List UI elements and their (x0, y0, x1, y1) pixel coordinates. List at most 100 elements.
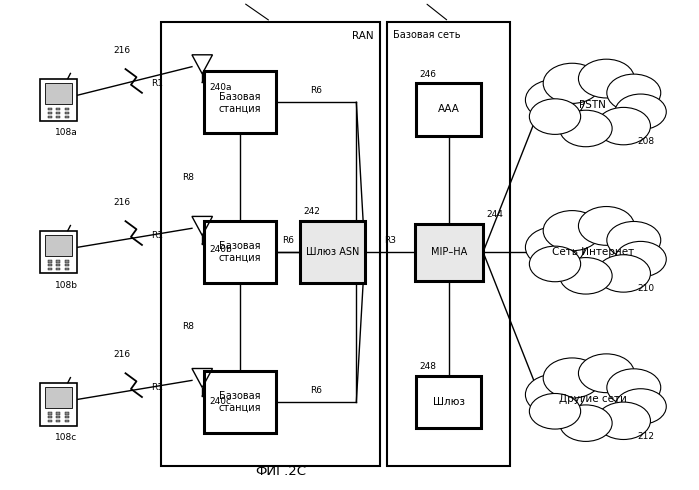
Bar (65, 420, 69, 422)
Text: 240c: 240c (209, 397, 231, 406)
Text: Шлюз ASN: Шлюз ASN (305, 247, 359, 257)
Text: AAA: AAA (438, 104, 460, 115)
Text: ФИГ.2С: ФИГ.2С (256, 465, 306, 478)
Text: 212: 212 (637, 432, 654, 441)
Circle shape (555, 226, 630, 278)
Circle shape (526, 79, 584, 121)
Text: 248: 248 (419, 362, 437, 371)
Circle shape (579, 59, 634, 98)
Circle shape (529, 99, 581, 134)
Circle shape (559, 110, 612, 147)
Text: 108c: 108c (55, 433, 77, 441)
Text: 240b: 240b (209, 245, 232, 254)
Bar (57, 420, 60, 422)
Text: R1: R1 (151, 231, 163, 240)
Bar (48, 413, 52, 415)
Circle shape (579, 206, 634, 245)
Text: R6: R6 (310, 86, 322, 95)
Text: Базовая
станция: Базовая станция (219, 241, 261, 263)
Text: 108a: 108a (55, 128, 78, 138)
Bar (40, 78, 77, 122)
Circle shape (615, 389, 666, 424)
Text: R1: R1 (151, 79, 163, 88)
Text: 242: 242 (303, 207, 320, 217)
Bar (65, 264, 69, 266)
Bar (45, 83, 71, 104)
Circle shape (529, 393, 581, 429)
Circle shape (555, 373, 630, 426)
Text: Базовая сеть: Базовая сеть (393, 30, 460, 40)
Bar (57, 416, 60, 418)
Text: RAN: RAN (352, 31, 373, 41)
Bar (48, 268, 52, 270)
Circle shape (579, 354, 634, 392)
Circle shape (615, 94, 666, 130)
Text: R6: R6 (282, 236, 294, 245)
Bar (45, 387, 71, 409)
Text: 216: 216 (113, 198, 130, 207)
Bar (65, 416, 69, 418)
Circle shape (529, 246, 581, 282)
Text: R1: R1 (151, 383, 163, 392)
Circle shape (543, 211, 601, 251)
Bar (204, 371, 276, 433)
Bar (57, 413, 60, 415)
Bar (57, 268, 60, 270)
Text: 246: 246 (419, 70, 437, 78)
Circle shape (596, 255, 651, 292)
Text: R6: R6 (310, 386, 322, 394)
Text: MIP–HA: MIP–HA (431, 247, 467, 257)
Bar (48, 260, 52, 263)
Text: 208: 208 (637, 137, 654, 146)
Bar (45, 235, 71, 256)
Bar (48, 108, 52, 110)
Text: Другие сети: Другие сети (559, 394, 626, 404)
Bar (57, 108, 60, 110)
Bar (57, 112, 60, 114)
Bar (65, 268, 69, 270)
Bar (387, 22, 510, 466)
Circle shape (596, 402, 651, 440)
Bar (65, 260, 69, 263)
Bar (65, 108, 69, 110)
Text: Шлюз: Шлюз (433, 397, 465, 407)
Circle shape (607, 369, 661, 406)
Circle shape (543, 358, 601, 398)
Bar (40, 231, 77, 273)
Bar (300, 221, 365, 283)
Text: Базовая
станция: Базовая станция (219, 391, 261, 413)
Circle shape (526, 227, 584, 268)
Text: 108b: 108b (55, 281, 78, 290)
Bar (415, 223, 483, 281)
Circle shape (596, 107, 651, 145)
Circle shape (559, 405, 612, 441)
Bar (48, 416, 52, 418)
Circle shape (607, 221, 661, 259)
Bar (417, 376, 482, 428)
Bar (57, 260, 60, 263)
Text: 216: 216 (113, 350, 130, 359)
Text: PSTN: PSTN (579, 99, 606, 110)
Text: Базовая
станция: Базовая станция (219, 92, 261, 113)
Text: 210: 210 (637, 284, 654, 294)
Bar (204, 72, 276, 133)
Bar (65, 413, 69, 415)
Bar (65, 112, 69, 114)
Circle shape (543, 63, 601, 103)
Bar (48, 116, 52, 118)
Circle shape (559, 258, 612, 294)
Text: 240a: 240a (209, 83, 231, 92)
Text: R8: R8 (182, 172, 194, 182)
Bar (48, 264, 52, 266)
Bar (57, 264, 60, 266)
Bar (161, 22, 380, 466)
Circle shape (607, 74, 661, 112)
Bar (48, 112, 52, 114)
Bar (57, 116, 60, 118)
Bar (65, 116, 69, 118)
Text: Сеть Интернет: Сеть Интернет (552, 247, 634, 257)
Bar (204, 221, 276, 283)
Text: 216: 216 (113, 46, 130, 55)
Circle shape (555, 78, 630, 131)
Circle shape (526, 374, 584, 415)
